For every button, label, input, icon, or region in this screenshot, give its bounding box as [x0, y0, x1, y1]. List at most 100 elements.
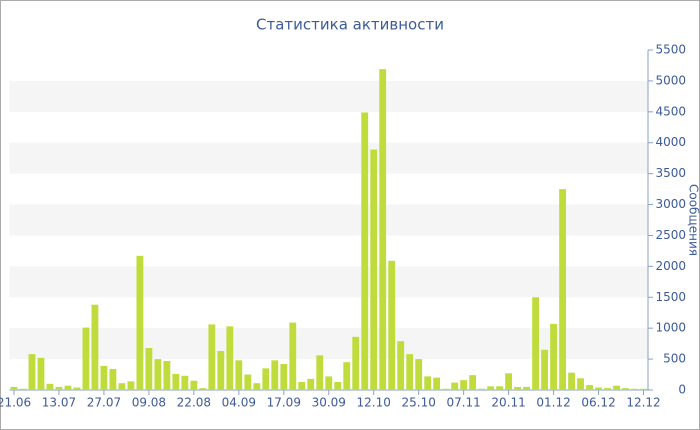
- bar: [496, 386, 504, 390]
- bar: [361, 112, 369, 390]
- y-tick-label: 4000: [655, 135, 686, 149]
- bar: [424, 376, 432, 390]
- bar: [163, 360, 171, 390]
- bar: [73, 387, 81, 390]
- bar: [235, 360, 243, 390]
- bar: [442, 388, 450, 390]
- bar: [226, 326, 234, 390]
- bar: [577, 378, 584, 390]
- bar: [586, 385, 593, 390]
- bar: [379, 69, 387, 390]
- bar: [280, 364, 288, 390]
- x-tick-label: 22.08: [177, 396, 211, 410]
- bar: [37, 357, 45, 390]
- bar: [253, 383, 261, 390]
- bar: [433, 377, 441, 390]
- x-tick-label: 13.07: [42, 396, 76, 410]
- bar: [451, 382, 459, 390]
- x-tick-label: 17.09: [267, 396, 301, 410]
- bar: [55, 386, 63, 390]
- bar: [298, 381, 306, 390]
- bar: [289, 322, 297, 390]
- y-tick-label: 2000: [655, 259, 686, 273]
- x-tick-label: 12.10: [357, 396, 391, 410]
- bar: [118, 383, 126, 390]
- bar: [82, 327, 90, 390]
- y-tick-label: 3500: [655, 166, 686, 180]
- bar: [595, 387, 602, 390]
- y-tick-label: 4500: [655, 104, 686, 118]
- bar: [28, 354, 36, 390]
- bar: [91, 304, 99, 390]
- y-axis-label: Сообщения: [687, 184, 700, 256]
- bar: [397, 341, 405, 390]
- bar: [10, 386, 18, 390]
- x-tick-label: 27.07: [87, 396, 121, 410]
- bar: [64, 385, 72, 390]
- x-tick-label: 20.11: [491, 396, 525, 410]
- bar: [550, 323, 557, 390]
- bar: [523, 386, 531, 390]
- x-tick-label: 09.08: [132, 396, 166, 410]
- y-tick-label: 1500: [655, 290, 686, 304]
- bar: [217, 351, 225, 390]
- bar: [154, 359, 162, 390]
- bar: [487, 386, 495, 390]
- bar: [604, 388, 611, 390]
- bar: [46, 383, 54, 390]
- y-tick-label: 2500: [655, 228, 686, 242]
- bar: [478, 388, 486, 390]
- bar: [631, 388, 638, 390]
- bar: [100, 365, 108, 390]
- bar: [262, 368, 270, 390]
- x-tick-label: 12.12: [626, 396, 660, 410]
- bar: [334, 381, 342, 390]
- x-tick-label: 01.12: [536, 396, 570, 410]
- grid-band: [9, 142, 648, 174]
- y-tick-label: 0: [678, 383, 686, 397]
- bar: [244, 374, 252, 390]
- bar: [343, 362, 351, 390]
- bar: [127, 381, 135, 390]
- bar: [307, 378, 315, 390]
- bar: [19, 388, 27, 390]
- x-tick-label: 06.12: [581, 396, 615, 410]
- y-tick-label: 500: [663, 352, 686, 366]
- bar: [136, 255, 144, 390]
- bar: [316, 355, 324, 390]
- bar: [145, 347, 153, 390]
- x-tick-label: 21.06: [0, 396, 31, 410]
- bar: [172, 373, 180, 390]
- y-tick-label: 5000: [655, 73, 686, 87]
- y-tick-label: 3000: [655, 197, 686, 211]
- x-tick-label: 30.09: [312, 396, 346, 410]
- bar: [469, 375, 477, 390]
- bar: [568, 372, 575, 390]
- bar: [532, 297, 540, 390]
- bar: [541, 349, 548, 390]
- bar: [559, 189, 566, 390]
- bar: [613, 385, 620, 390]
- x-tick-label: 04.09: [222, 396, 256, 410]
- bar: [622, 388, 629, 390]
- bar: [199, 388, 207, 390]
- bar: [415, 359, 423, 390]
- bar: [352, 336, 360, 390]
- x-tick-label: 25.10: [401, 396, 435, 410]
- bar: [514, 386, 522, 390]
- bar: [271, 360, 279, 390]
- y-tick-label: 1000: [655, 321, 686, 335]
- x-tick-label: 07.11: [446, 396, 480, 410]
- bar: [388, 260, 396, 390]
- grid-band: [9, 80, 648, 112]
- bar: [505, 373, 513, 390]
- bar: [406, 354, 414, 390]
- bar: [181, 375, 189, 390]
- bar: [109, 368, 117, 390]
- bar: [640, 388, 647, 390]
- bar: [325, 376, 333, 390]
- grid-band: [9, 266, 648, 298]
- bar: [208, 324, 216, 390]
- bar: [460, 380, 468, 390]
